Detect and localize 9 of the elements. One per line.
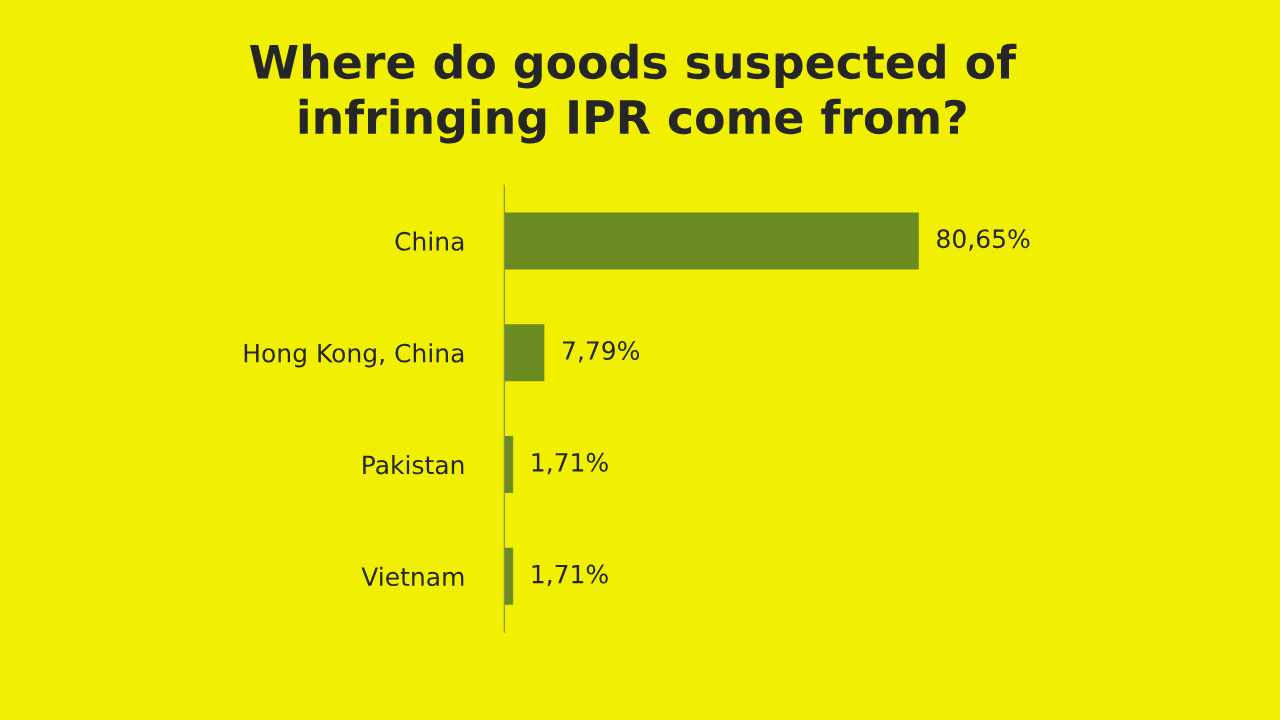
y-tick-label: Vietnam [361,566,464,587]
y-tick-label: Hong Kong, China [244,343,464,368]
data-label: 7,79% [563,341,640,363]
data-label: 1,71% [532,564,608,587]
y-tick-label: Pakistan [363,454,464,475]
y-tick-label: China [395,231,464,251]
chart-title: Where do goods suspected of infringing IPR come from? [249,43,1017,144]
data-label: 80,65% [937,229,1030,251]
data-label: 1,71% [532,452,608,475]
